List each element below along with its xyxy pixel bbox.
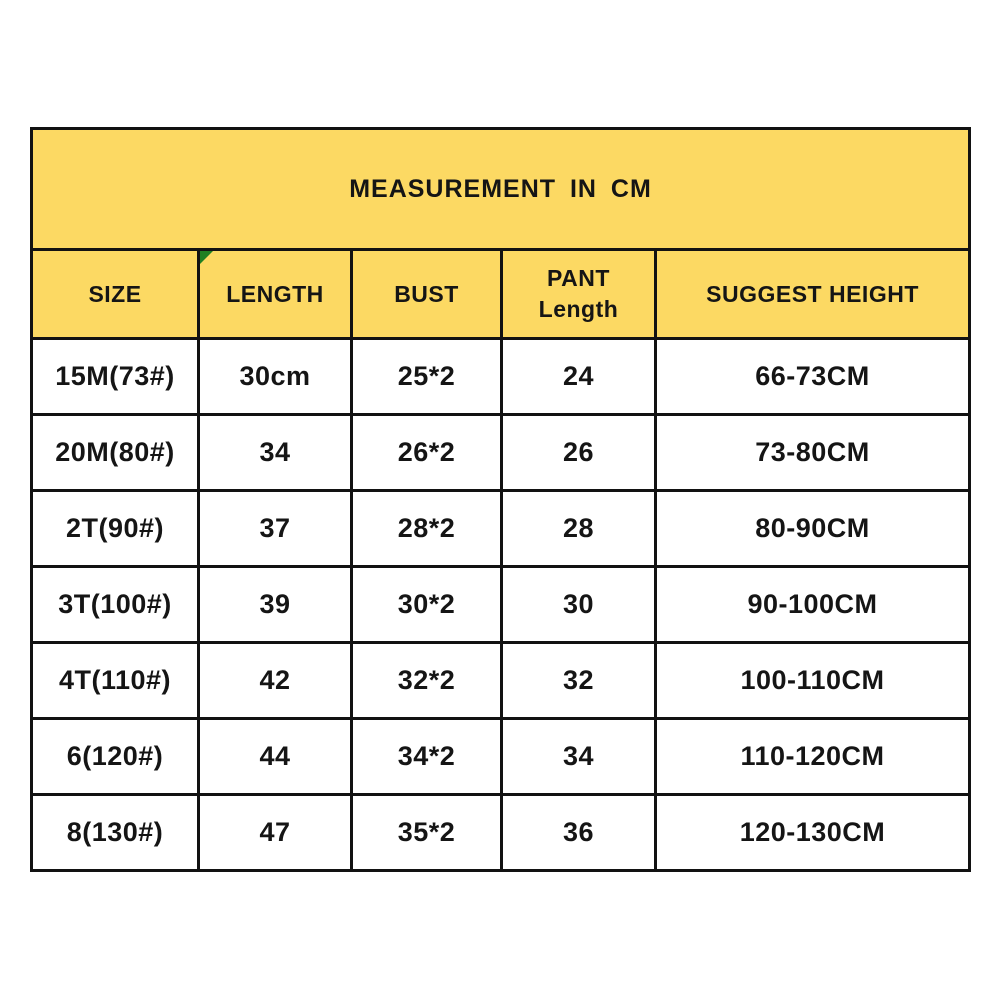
cell-suggest-height: 120-130CM	[654, 793, 971, 872]
table-row: 4T(110#) 42 32*2 32 100-110CM	[30, 641, 971, 720]
cell-suggest-height: 110-120CM	[654, 717, 971, 796]
cell-pant-length: 36	[500, 793, 657, 872]
column-header-size: SIZE	[30, 248, 200, 340]
length-label: Length	[538, 296, 619, 322]
cell-bust: 32*2	[350, 641, 503, 720]
cell-suggest-height: 73-80CM	[654, 413, 971, 492]
table-row: 3T(100#) 39 30*2 30 90-100CM	[30, 565, 971, 644]
cell-size: 15M(73#)	[30, 337, 200, 416]
cell-bust: 25*2	[350, 337, 503, 416]
cell-size: 2T(90#)	[30, 489, 200, 568]
cell-size: 8(130#)	[30, 793, 200, 872]
table-row: 6(120#) 44 34*2 34 110-120CM	[30, 717, 971, 796]
cell-bust: 34*2	[350, 717, 503, 796]
table-row: 8(130#) 47 35*2 36 120-130CM	[30, 793, 971, 872]
column-header-pant-length: PANT Length	[500, 248, 657, 340]
column-header-suggest-height: SUGGEST HEIGHT	[654, 248, 971, 340]
cell-length: 37	[197, 489, 353, 568]
cell-suggest-height: 90-100CM	[654, 565, 971, 644]
cell-suggest-height: 66-73CM	[654, 337, 971, 416]
cell-pant-length: 32	[500, 641, 657, 720]
cell-length: 34	[197, 413, 353, 492]
cell-bust: 28*2	[350, 489, 503, 568]
cell-size: 3T(100#)	[30, 565, 200, 644]
cell-suggest-height: 100-110CM	[654, 641, 971, 720]
size-chart: MEASUREMENT IN CM SIZE LENGTH BUST PANT …	[30, 127, 971, 872]
cell-length: 30cm	[197, 337, 353, 416]
pant-label: PANT	[547, 264, 610, 291]
cell-length: 42	[197, 641, 353, 720]
cell-pant-length: 26	[500, 413, 657, 492]
column-header-row: SIZE LENGTH BUST PANT Length SUGGEST HEI…	[30, 248, 971, 340]
green-corner-triangle-icon	[201, 252, 213, 264]
cell-pant-length: 30	[500, 565, 657, 644]
cell-suggest-height: 80-90CM	[654, 489, 971, 568]
table-row: 20M(80#) 34 26*2 26 73-80CM	[30, 413, 971, 492]
table-row: 2T(90#) 37 28*2 28 80-90CM	[30, 489, 971, 568]
cell-size: 20M(80#)	[30, 413, 200, 492]
column-header-bust: BUST	[350, 248, 503, 340]
pant-length-label: PANT Length	[539, 263, 619, 325]
cell-bust: 30*2	[350, 565, 503, 644]
cell-size: 4T(110#)	[30, 641, 200, 720]
column-header-length-label: LENGTH	[226, 280, 324, 307]
cell-bust: 35*2	[350, 793, 503, 872]
cell-pant-length: 28	[500, 489, 657, 568]
column-header-length: LENGTH	[197, 248, 353, 340]
cell-length: 39	[197, 565, 353, 644]
table-row: 15M(73#) 30cm 25*2 24 66-73CM	[30, 337, 971, 416]
table-title: MEASUREMENT IN CM	[30, 127, 971, 251]
cell-length: 44	[197, 717, 353, 796]
size-chart-table: MEASUREMENT IN CM SIZE LENGTH BUST PANT …	[30, 127, 971, 872]
title-row: MEASUREMENT IN CM	[30, 127, 971, 251]
cell-bust: 26*2	[350, 413, 503, 492]
cell-pant-length: 34	[500, 717, 657, 796]
cell-length: 47	[197, 793, 353, 872]
cell-size: 6(120#)	[30, 717, 200, 796]
cell-pant-length: 24	[500, 337, 657, 416]
